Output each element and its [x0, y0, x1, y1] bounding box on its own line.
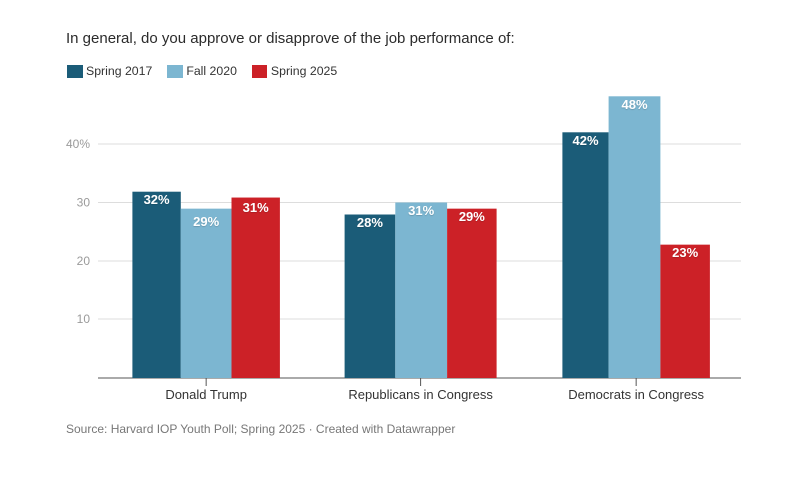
svg-text:31%: 31% [243, 200, 269, 215]
svg-text:29%: 29% [459, 209, 485, 224]
svg-text:31%: 31% [408, 203, 434, 218]
svg-text:Democrats in Congress: Democrats in Congress [568, 387, 704, 402]
svg-text:28%: 28% [357, 215, 383, 230]
svg-text:20: 20 [77, 254, 91, 268]
svg-text:23%: 23% [672, 245, 698, 260]
svg-text:32%: 32% [144, 192, 170, 207]
svg-text:48%: 48% [621, 97, 647, 112]
svg-text:Republicans in Congress: Republicans in Congress [348, 387, 493, 402]
svg-text:10: 10 [77, 312, 91, 326]
svg-text:29%: 29% [193, 214, 219, 229]
svg-text:40%: 40% [66, 137, 90, 151]
svg-text:42%: 42% [572, 133, 598, 148]
svg-text:30: 30 [77, 196, 91, 210]
svg-text:Donald Trump: Donald Trump [165, 387, 247, 402]
